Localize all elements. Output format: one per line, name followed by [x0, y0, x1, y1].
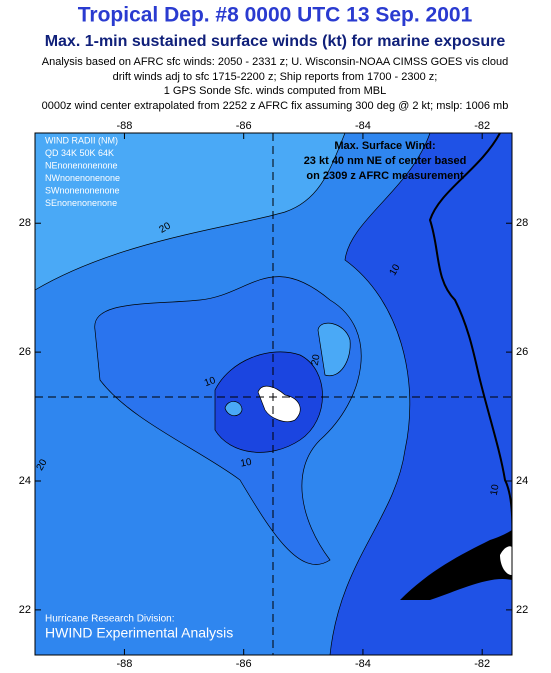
coastline — [400, 530, 512, 600]
note: 0000z wind center extrapolated from 2252… — [42, 100, 509, 112]
lon-label: -88 — [116, 120, 132, 132]
contour-label: 20 — [310, 353, 323, 366]
contour-label: 10 — [203, 375, 218, 389]
subtitle: Max. 1-min sustained surface winds (kt) … — [45, 33, 506, 50]
wind-radii: QD 34K 50K 64K — [45, 148, 114, 158]
region — [317, 322, 351, 377]
footer: Hurricane Research Division: — [45, 614, 175, 625]
lon-label: -84 — [355, 658, 371, 670]
lon-label: -82 — [474, 658, 490, 670]
note: drift winds adj to sfc 1715-2200 z; Ship… — [113, 71, 438, 83]
lat-label: 22 — [516, 604, 528, 616]
contour-label: 10 — [240, 457, 253, 470]
max-wind-note: on 2309 z AFRC measurement — [306, 170, 464, 182]
region — [224, 401, 243, 417]
map-frame — [34, 132, 513, 656]
lat-label: 26 — [19, 346, 31, 358]
max-wind-note: Max. Surface Wind: — [334, 140, 435, 152]
footer: HWIND Experimental Analysis — [45, 625, 233, 641]
region — [257, 385, 301, 423]
lon-label: -86 — [236, 658, 252, 670]
lon-label: -84 — [355, 120, 371, 132]
title: Tropical Dep. #8 0000 UTC 13 Sep. 2001 — [78, 4, 473, 27]
wind-radii: WIND RADII (NM) — [45, 135, 118, 145]
contour-label: 10 — [388, 262, 403, 278]
lat-label: 24 — [516, 475, 528, 487]
lon-label: -86 — [236, 120, 252, 132]
lon-label: -88 — [116, 658, 132, 670]
wind-radii: NEnonenonenone — [45, 160, 118, 170]
wind-radii: SEnonenonenone — [45, 198, 117, 208]
contour-label: 10 — [489, 483, 502, 496]
note: 1 GPS Sonde Sfc. winds computed from MBL — [164, 85, 387, 97]
wind-field — [35, 133, 512, 655]
note: Analysis based on AFRC sfc winds: 2050 -… — [42, 56, 508, 68]
region — [35, 133, 346, 291]
lat-label: 28 — [19, 217, 31, 229]
region — [500, 546, 512, 575]
lat-label: 26 — [516, 346, 528, 358]
lat-label: 24 — [19, 475, 31, 487]
coastline — [428, 133, 512, 560]
lon-label: -82 — [474, 120, 490, 132]
contour-label: 20 — [35, 457, 50, 473]
contour-label: 20 — [158, 220, 174, 235]
wind-radii: NWnonenonenone — [45, 173, 120, 183]
lat-label: 22 — [19, 604, 31, 616]
max-wind-note: 23 kt 40 nm NE of center based — [304, 155, 467, 167]
lat-label: 28 — [516, 217, 528, 229]
wind-radii: SWnonenonenone — [45, 185, 120, 195]
